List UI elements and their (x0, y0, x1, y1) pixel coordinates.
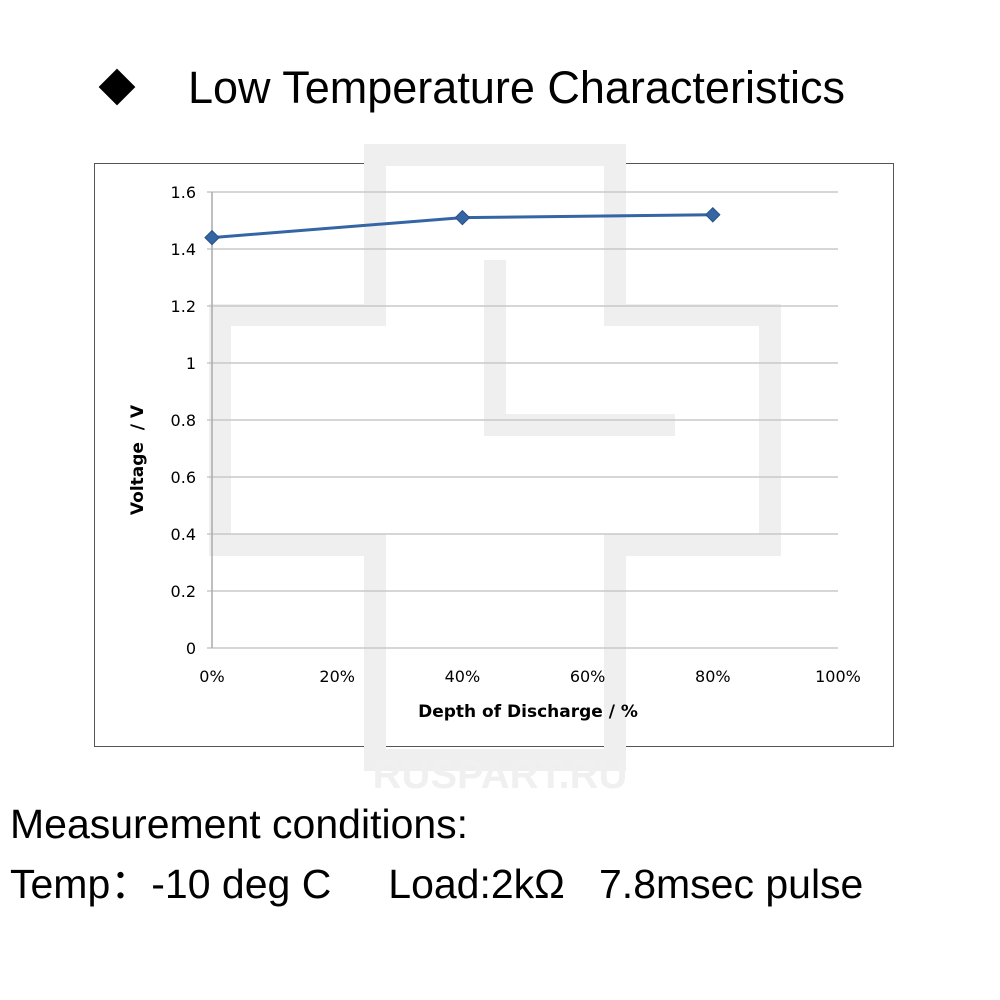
y-tick-label: 0 (186, 639, 196, 658)
y-tick-label: 0.2 (171, 582, 196, 601)
x-tick-label: 100% (815, 667, 861, 686)
y-tick-label: 1.6 (171, 183, 196, 202)
y-tick-label: 0.8 (171, 411, 196, 430)
conditions-line: Temp：-10 deg C Load:2kΩ 7.8msec pulse (10, 861, 864, 907)
data-point-marker (204, 229, 220, 246)
x-tick-label: 60% (570, 667, 606, 686)
x-tick-label: 0% (199, 667, 224, 686)
y-tick-label: 1 (186, 354, 196, 373)
x-tick-label: 20% (319, 667, 355, 686)
y-tick-label: 1.4 (171, 240, 196, 259)
chart-title: Low Temperature Characteristics (188, 62, 845, 113)
x-tick-label: 80% (695, 667, 731, 686)
watermark-logo: RUSPART.RU (209, 144, 781, 797)
data-point-marker (705, 207, 721, 223)
y-tick-label: 1.2 (171, 297, 196, 316)
y-axis-label: Voltage / V (128, 404, 148, 515)
conditions-heading: Measurement conditions: (10, 801, 469, 847)
y-tick-label: 0.6 (171, 468, 196, 487)
x-tick-label: 40% (445, 667, 481, 686)
data-point-marker (454, 209, 471, 226)
watermark-text: RUSPART.RU (373, 753, 628, 797)
y-tick-label: 0.4 (171, 525, 196, 544)
x-axis-label: Depth of Discharge / % (418, 702, 638, 722)
